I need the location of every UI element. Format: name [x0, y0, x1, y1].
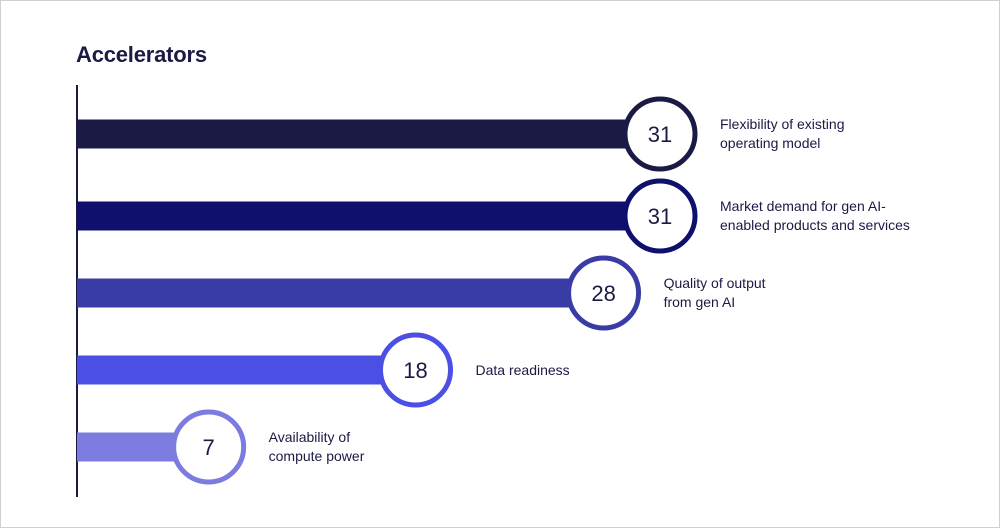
category-label-4: Data readiness [475, 361, 570, 378]
category-label-3: Quality of output from gen AI [663, 275, 766, 310]
value-marker-4 [378, 332, 454, 408]
category-label-2: Market demand for gen AI- enabled produc… [720, 198, 910, 233]
value-marker-1 [622, 96, 698, 172]
bar-2 [77, 201, 660, 231]
bar-3 [77, 278, 604, 308]
bar-1 [77, 119, 660, 149]
value-marker-5 [171, 409, 247, 485]
data-label-5: 7 [203, 435, 215, 460]
category-label-1: Flexibility of existing operating model [720, 116, 845, 151]
data-label-3: 28 [591, 281, 615, 306]
data-label-4: 18 [403, 358, 427, 383]
value-marker-2 [622, 178, 698, 254]
data-label-2: 31 [648, 204, 672, 229]
bar-4 [77, 355, 416, 385]
data-label-1: 31 [648, 122, 672, 147]
category-label-5: Availability of compute power [268, 429, 365, 464]
chart-title: Accelerators [76, 42, 207, 67]
value-marker-3 [566, 255, 642, 331]
